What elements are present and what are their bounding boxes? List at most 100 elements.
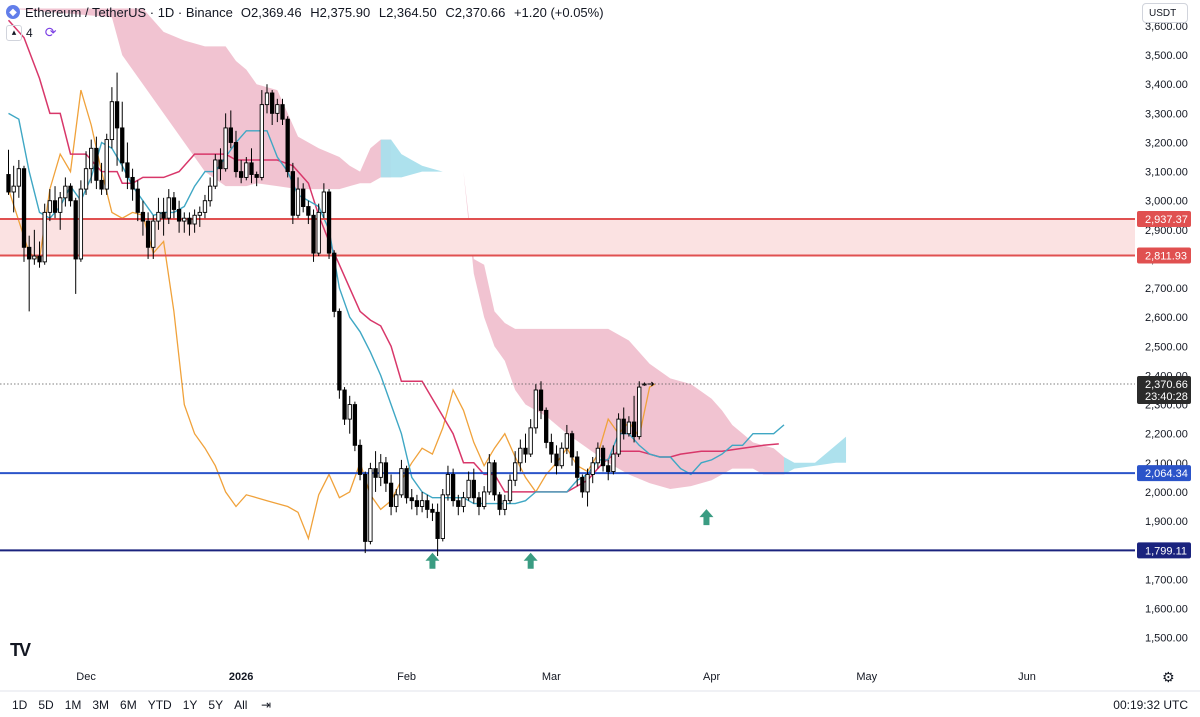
candle-body [264, 92, 270, 106]
candle [104, 133, 109, 195]
candle [130, 168, 135, 201]
candle-body [388, 482, 394, 507]
candle-body [233, 142, 239, 173]
range-button-5d[interactable]: 5D [38, 698, 54, 712]
time-tick-label: 2026 [229, 671, 253, 683]
time-axis-bg [0, 662, 1200, 690]
cloud-segment-bear [8, 8, 392, 190]
candle [518, 439, 523, 472]
candle-body [290, 171, 295, 216]
range-button-5y[interactable]: 5Y [208, 698, 224, 712]
candle-body [280, 104, 285, 120]
candle-body [161, 211, 166, 219]
candle-body [213, 159, 218, 187]
price-tick-label: 2,900.00 [1145, 225, 1188, 237]
range-button-1m[interactable]: 1M [64, 698, 82, 712]
candle [151, 215, 156, 259]
indicator-count[interactable]: 4 [26, 25, 33, 40]
cloud-segment-bull [380, 139, 464, 178]
candle [481, 486, 487, 510]
utc-clock[interactable]: 00:19:32 UTC [1113, 698, 1188, 712]
candle-body [637, 386, 642, 438]
candle-body [27, 246, 32, 260]
candle-body [497, 494, 502, 510]
candle-body [507, 479, 513, 502]
candle [600, 445, 606, 472]
chevron-up-icon[interactable]: ▴ [6, 24, 22, 41]
candle [6, 149, 11, 195]
candle [425, 494, 430, 519]
candle-body [130, 176, 135, 190]
level-price-label: 2,064.34 [1145, 468, 1188, 480]
sync-icon[interactable]: ⟳ [44, 24, 57, 40]
candle-body [399, 468, 404, 496]
candle-body [295, 188, 301, 216]
candle-body [492, 462, 497, 496]
candle [575, 451, 580, 487]
candle [554, 445, 559, 475]
range-button-ytd[interactable]: YTD [147, 698, 172, 712]
range-button-3m[interactable]: 3M [92, 698, 110, 712]
candle-body [156, 211, 161, 222]
candle [285, 116, 290, 178]
candle [456, 494, 461, 516]
candle [166, 189, 171, 225]
price-tick-label: 3,500.00 [1145, 50, 1188, 62]
candle [549, 433, 554, 463]
bottom-toolbar: 1D 5D 1M 3M 6M YTD 1Y 5Y All ⇥ 00:19:32 UTC [0, 693, 1200, 717]
price-tick-label: 1,600.00 [1145, 603, 1188, 615]
candle-body [606, 465, 611, 472]
candle-body [337, 310, 342, 391]
gear-icon[interactable]: ⚙ [1162, 669, 1175, 685]
candle-body [52, 200, 58, 213]
candle [89, 139, 94, 184]
range-button-6m[interactable]: 6M [120, 698, 137, 712]
candle [523, 433, 528, 463]
candle [533, 384, 538, 434]
candle [156, 197, 161, 230]
candle-body [347, 404, 352, 420]
candle [497, 491, 502, 516]
candle [337, 308, 342, 399]
candle [528, 419, 533, 457]
candle [502, 494, 507, 516]
candle [78, 180, 84, 262]
candle-body [6, 174, 11, 193]
tradingview-logo[interactable]: TV [10, 640, 31, 660]
candle-body [316, 211, 321, 254]
candle [564, 424, 570, 455]
up-arrow-icon [699, 509, 714, 526]
candle [42, 203, 47, 265]
candle-body [394, 494, 399, 507]
candle-body [37, 255, 42, 263]
candle-body [590, 462, 595, 475]
candle [58, 191, 63, 230]
currency-selector[interactable]: USDT [1142, 3, 1188, 23]
range-button-1d[interactable]: 1D [12, 698, 28, 712]
candle [73, 197, 78, 294]
candle-body [487, 462, 492, 493]
candle-body [332, 252, 337, 312]
candle-body [425, 500, 430, 510]
candle [357, 439, 363, 481]
range-button-1y[interactable]: 1Y [182, 698, 198, 712]
candle [316, 203, 321, 257]
candle [233, 130, 239, 178]
calendar-range-icon[interactable]: ⇥ [261, 698, 272, 712]
candle [120, 101, 125, 172]
low-value: 2,364.50 [386, 4, 437, 20]
symbol-title[interactable]: Ethereum / TetherUS · 1D · Binance [25, 4, 233, 20]
candle [626, 416, 632, 437]
candle [249, 148, 254, 184]
candle-body [595, 447, 601, 464]
candle [182, 212, 187, 233]
candle [404, 465, 409, 504]
range-button-all[interactable]: All [234, 698, 248, 712]
time-tick-label: May [856, 671, 877, 683]
price-tick-label: 3,100.00 [1145, 167, 1188, 179]
candle-body [83, 168, 89, 190]
high-label: H [310, 4, 320, 20]
candle [606, 459, 611, 481]
candle [394, 489, 399, 513]
